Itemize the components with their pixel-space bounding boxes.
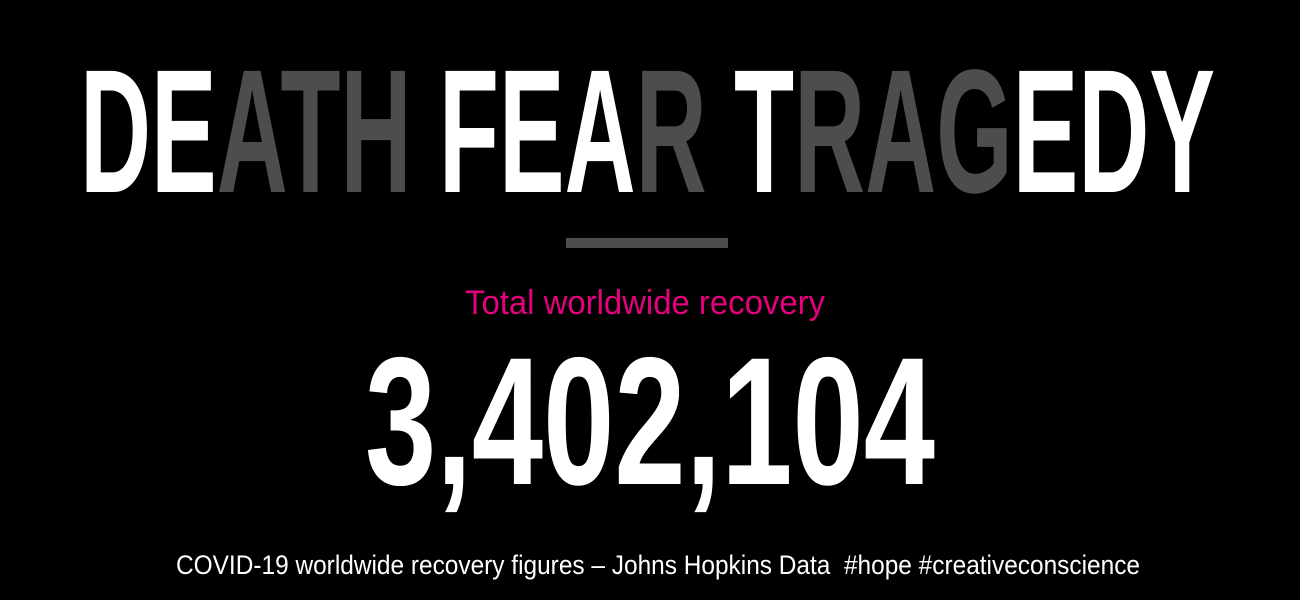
footer: COVID-19 worldwide recovery figures – Jo… xyxy=(176,550,1140,580)
headline-segment: EDY xyxy=(1013,34,1215,230)
headline: DEATH FEAR TRAGEDY xyxy=(80,34,1215,230)
headline-segment: ATH xyxy=(217,34,412,230)
headline-segment: FEA xyxy=(412,34,636,230)
figure: 3,402,104 xyxy=(365,319,935,523)
headline-segment: R xyxy=(636,34,707,230)
headline-segment: T xyxy=(707,34,794,230)
divider xyxy=(566,238,728,248)
figure-label: Total worldwide recovery xyxy=(465,284,825,322)
headline-segment: DE xyxy=(80,34,217,230)
headline-segment: RAG xyxy=(794,34,1013,230)
